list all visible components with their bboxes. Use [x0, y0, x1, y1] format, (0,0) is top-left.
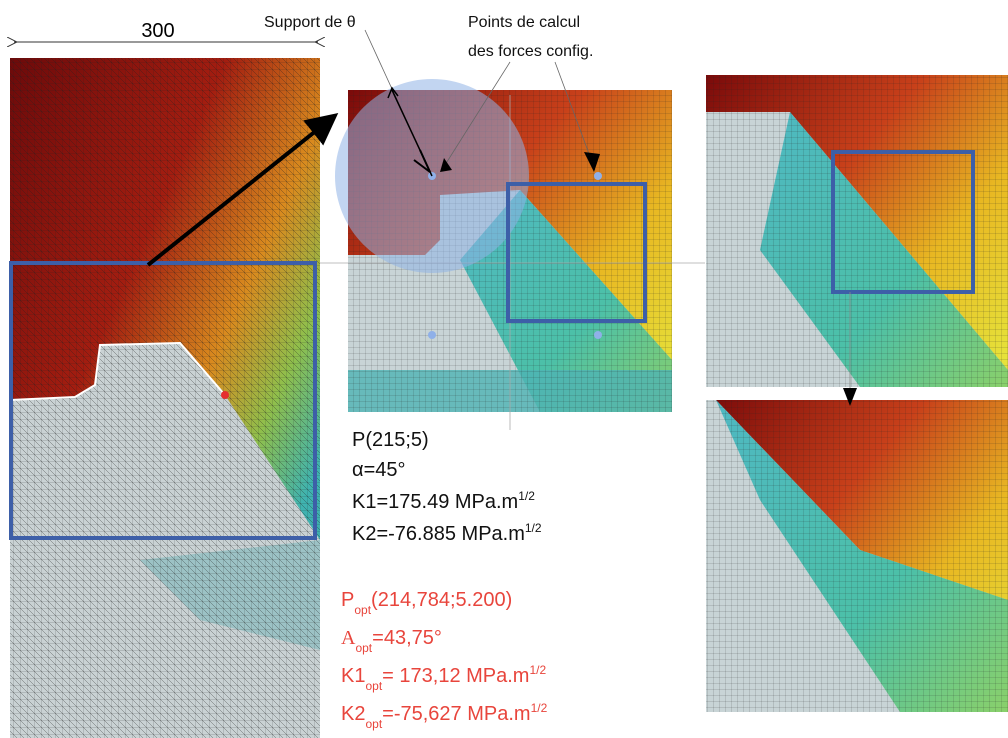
opt-k2-text: K2opt=-75,627 MPa.m1/2	[341, 701, 548, 731]
k1-text: K1=175.49 MPa.m1/2	[352, 489, 535, 513]
value: =-75,627 MPa.m	[382, 703, 530, 725]
symbol: K1	[341, 665, 365, 687]
value: = 173,12 MPa.m	[382, 665, 529, 687]
subscript: opt	[365, 679, 382, 693]
angle-text: α=45°	[352, 459, 406, 481]
pointer	[843, 388, 857, 406]
opt-point-text: Popt(214,784;5.200)	[341, 589, 512, 617]
zoom-frame	[831, 150, 975, 294]
opt-k1-text: K1opt= 173,12 MPa.m1/2	[341, 663, 546, 693]
right-top-mesh	[706, 75, 1008, 387]
symbol: A	[341, 627, 356, 649]
k1-exponent: 1/2	[518, 489, 535, 503]
symbol: K2	[341, 703, 365, 725]
calc-point	[594, 172, 602, 180]
calc-point	[594, 331, 602, 339]
crack-tip	[221, 391, 229, 399]
exponent: 1/2	[529, 663, 546, 677]
dimension-label: 300	[141, 20, 174, 42]
value: (214,784;5.200)	[371, 589, 512, 611]
k2-main: K2=-76.885 MPa.m	[352, 523, 525, 545]
points-label: Points de calcul	[468, 14, 580, 31]
zoom-frame	[9, 261, 317, 540]
symbol: P	[341, 589, 354, 611]
subscript: opt	[365, 717, 382, 731]
points-label: des forces config.	[468, 43, 593, 60]
zoom-frame	[506, 182, 647, 323]
point-text: P(215;5)	[352, 429, 429, 451]
theta-arrow	[413, 149, 431, 173]
k2-exponent: 1/2	[525, 521, 542, 535]
pointer	[584, 152, 600, 172]
leader-line	[554, 61, 596, 171]
left-mesh	[9, 58, 320, 738]
exponent: 1/2	[531, 701, 548, 715]
calc-point	[428, 331, 436, 339]
value: =43,75°	[372, 627, 442, 649]
k1-main: K1=175.49 MPa.m	[352, 491, 518, 513]
zoom-arrow	[146, 113, 339, 267]
leader-line	[444, 61, 511, 166]
k2-text: K2=-76.885 MPa.m1/2	[352, 521, 542, 545]
subscript: opt	[354, 603, 371, 617]
right-bottom-mesh	[706, 400, 1008, 712]
subscript: opt	[355, 641, 372, 655]
support-label: Support de θ	[264, 14, 356, 31]
opt-angle-text: Aopt=43,75°	[341, 627, 442, 655]
pointer	[440, 158, 452, 172]
